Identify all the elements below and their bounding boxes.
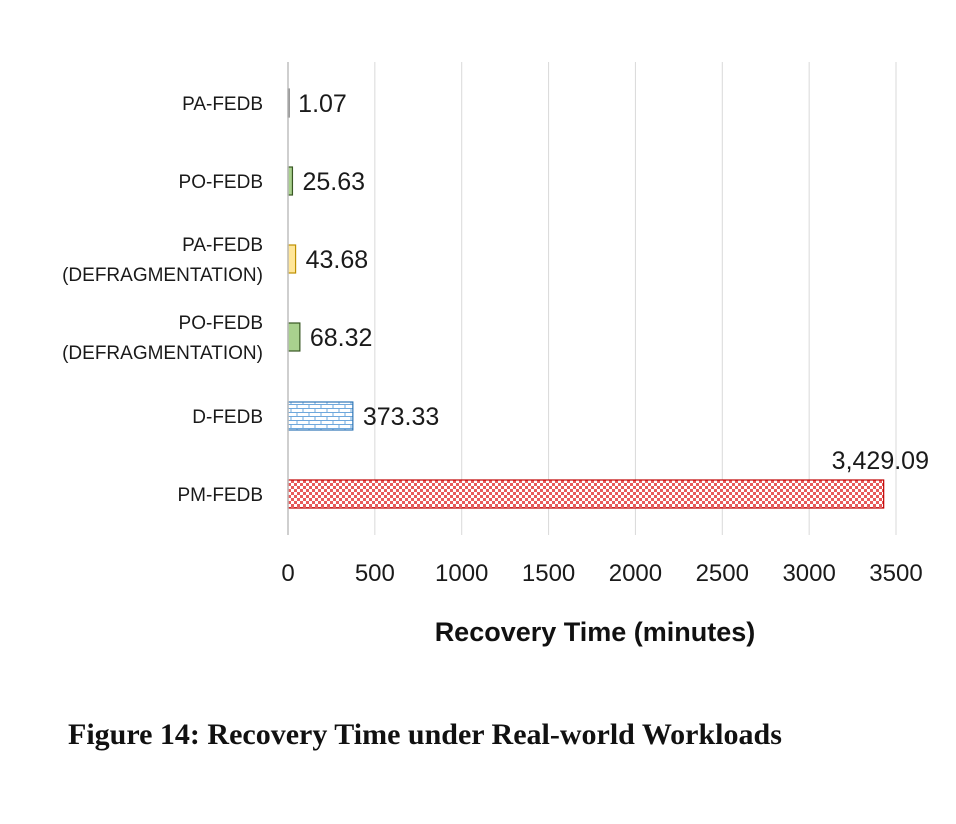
category-labels: PA-FEDB PO-FEDB PA-FEDB (DEFRAGMENTATION) PO… bbox=[62, 94, 263, 506]
category-label: PO-FEDB bbox=[179, 172, 263, 193]
figure-caption: Figure 14: Recovery Time under Real-worl… bbox=[68, 718, 782, 751]
bar bbox=[287, 401, 354, 431]
grid-lines bbox=[374, 62, 897, 535]
bar bbox=[287, 244, 297, 274]
data-label: 1.07 bbox=[298, 90, 347, 118]
category-label: PM-FEDB bbox=[178, 485, 264, 506]
x-tick-label: 2500 bbox=[696, 560, 749, 587]
data-labels: 1.07 25.63 43.68 68.32 373.33 3,429.09 bbox=[298, 90, 929, 475]
bars bbox=[287, 88, 885, 509]
category-label: (DEFRAGMENTATION) bbox=[62, 343, 263, 364]
x-tick-label: 500 bbox=[355, 560, 395, 587]
x-tick-label: 0 bbox=[281, 560, 294, 587]
x-tick-labels: 0 500 1000 1500 2000 2500 3000 3500 bbox=[281, 560, 922, 587]
x-tick-label: 1500 bbox=[522, 560, 575, 587]
data-label: 373.33 bbox=[363, 403, 439, 431]
data-label: 3,429.09 bbox=[832, 447, 929, 475]
category-label: PA-FEDB bbox=[182, 94, 263, 115]
category-label: (DEFRAGMENTATION) bbox=[62, 265, 263, 286]
category-label: PO-FEDB bbox=[179, 313, 263, 334]
bar-chart: PA-FEDB PO-FEDB PA-FEDB (DEFRAGMENTATION) PO… bbox=[62, 62, 929, 647]
x-tick-label: 1000 bbox=[435, 560, 488, 587]
category-label: PA-FEDB bbox=[182, 235, 263, 256]
data-label: 68.32 bbox=[310, 324, 373, 352]
x-tick-label: 3000 bbox=[782, 560, 835, 587]
category-label: D-FEDB bbox=[192, 407, 263, 428]
data-label: 43.68 bbox=[306, 246, 369, 274]
data-label: 25.63 bbox=[302, 168, 365, 196]
x-tick-label: 3500 bbox=[869, 560, 922, 587]
x-axis-title: Recovery Time (minutes) bbox=[435, 617, 756, 647]
bar bbox=[287, 322, 301, 352]
x-tick-label: 2000 bbox=[609, 560, 662, 587]
bar bbox=[287, 479, 885, 509]
